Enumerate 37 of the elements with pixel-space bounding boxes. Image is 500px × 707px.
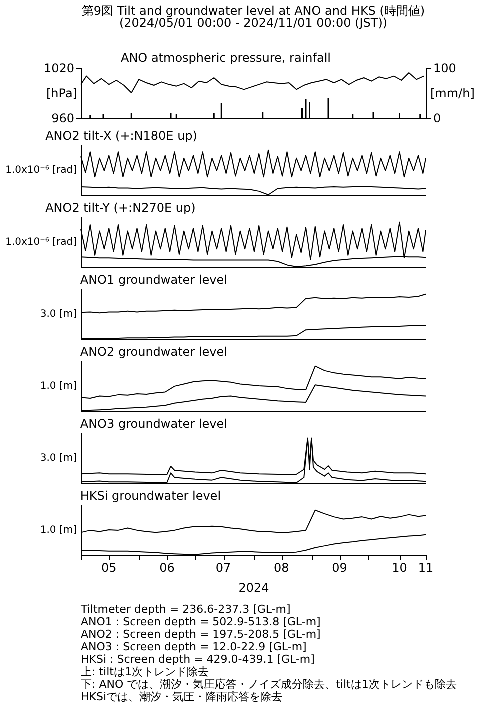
chart-title: ANO2 tilt-X (+:N180E up): [46, 129, 198, 143]
y-axis-title: [hPa]: [46, 86, 78, 100]
chart-title: ANO3 groundwater level: [80, 417, 228, 431]
text: 下: ANO では、潮汐・気圧応答・ノイズ成分除去、tiltは1次トレンドも除去: [81, 678, 457, 691]
x-tick-label: 05: [101, 561, 117, 575]
text: ANO3 : Screen depth = 12.0-22.9 [GL-m]: [81, 640, 307, 654]
text: ANO atmospheric pressure, rainfall: [121, 51, 332, 65]
x-tick-label: 06: [160, 561, 175, 575]
y-axis-title: 1.0x10⁻⁶ [rad]: [6, 237, 78, 248]
chart-title: ANO1 groundwater level: [80, 273, 228, 287]
x-tick-label: 09: [332, 561, 348, 575]
chart-title: 第9図 Tilt and groundwater level at ANO and HKS (時間値): [82, 4, 426, 18]
chart-title: ANO2 tilt-Y (+:N270E up): [46, 201, 196, 215]
y-axis-title: 3.0 [m]: [40, 309, 78, 320]
y2-axis-title: [mm/h]: [430, 86, 475, 100]
y-axis-title: 3.0 [m]: [40, 453, 78, 464]
y-tick-label: 1020: [44, 62, 74, 76]
y-axis-title: 1.0 [m]: [40, 525, 78, 536]
text: HKSi : Screen depth = 429.0-439.1 [GL-m]: [81, 653, 315, 666]
x-tick-label: 07: [216, 561, 232, 575]
y2-tick-label: 0: [434, 112, 442, 126]
y-axis-title: 1.0x10⁻⁶ [rad]: [6, 165, 78, 176]
y-axis-title: 1.0 [m]: [40, 381, 78, 392]
text: 上: tiltは1次トレンド除去: [81, 666, 209, 678]
x-tick-label: 10: [392, 561, 408, 575]
x-axis-title: 2024: [238, 581, 270, 595]
text: Tiltmeter depth = 236.6-237.3 [GL-m]: [80, 603, 291, 616]
y2-tick-label: 100: [434, 62, 456, 76]
y-tick-label: 960: [52, 112, 74, 126]
text: HKSiでは、潮汐・気圧・降雨応答を除去: [81, 690, 283, 704]
chart-title: HKSi groundwater level: [80, 489, 222, 503]
chart-title: ANO2 groundwater level: [80, 345, 228, 359]
x-tick-label: 11: [418, 561, 434, 575]
chart-subtitle: (2024/05/01 00:00 - 2024/11/01 00:00 (JST)): [119, 16, 388, 30]
text: ANO2 : Screen depth = 197.5-208.5 [GL-m]: [81, 628, 321, 641]
x-tick-label: 08: [274, 561, 290, 575]
text: ANO1 : Screen depth = 502.9-513.8 [GL-m]: [81, 616, 321, 628]
